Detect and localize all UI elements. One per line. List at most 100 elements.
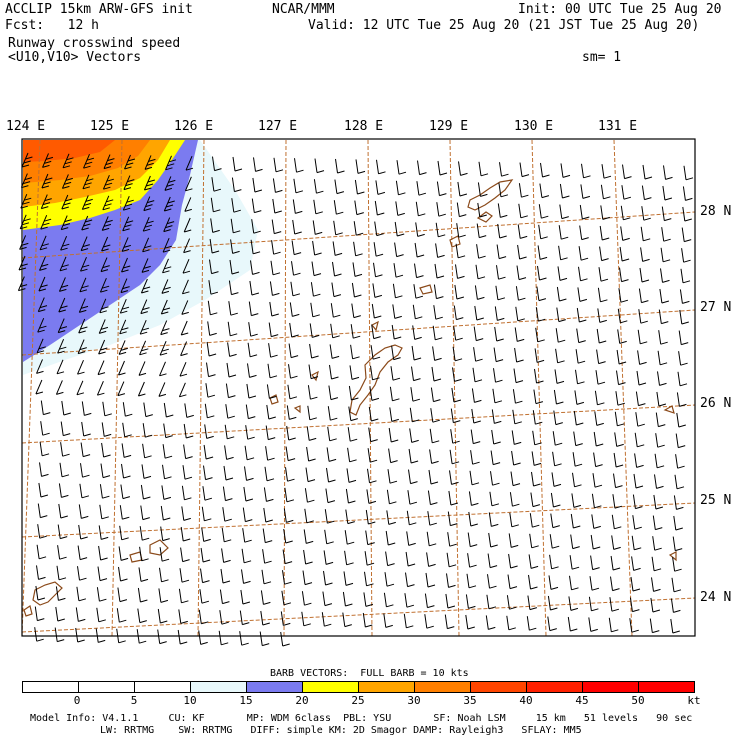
wind-barb [556,307,566,323]
legend-swatch [134,681,191,693]
wind-barb [228,301,238,316]
lon-label-128e: 128 E [344,119,384,134]
wind-barb [579,225,589,241]
wind-barb [263,487,274,502]
wind-barb [322,591,333,607]
wind-barb [220,568,231,584]
wind-barb [611,514,622,530]
wind-barb [292,219,302,235]
wind-barb [61,400,71,416]
wind-barb [514,347,524,363]
wind-barb [620,205,631,221]
wind-barb [573,431,583,447]
wind-barb [388,448,398,464]
wind-barb [506,615,516,631]
wind-barb [224,445,234,460]
legend-tick-40: 40 [519,694,533,707]
vector-name: <U10,V10> Vectors [8,50,142,65]
wind-barb [101,216,113,231]
wind-barb [20,173,32,189]
wind-barb [429,428,440,444]
wind-barb [303,549,313,565]
wind-barb [227,321,238,337]
wind-barb [160,299,171,315]
wind-barb [35,379,44,395]
wind-barb [98,319,109,334]
wind-barb [670,598,681,613]
wind-barb [367,448,378,463]
wind-barb [370,345,381,360]
wind-barb [414,263,424,279]
wind-barb [511,430,522,445]
wind-barb [619,267,629,283]
wind-barb [304,488,315,503]
wind-barb [60,442,70,457]
wind-barb [210,218,220,233]
legend-tick-50: 50 [631,694,645,707]
institution: NCAR/MMM [272,2,335,17]
wind-barb [682,186,693,201]
wind-barb [569,575,579,591]
wind-barb [456,202,467,218]
wind-barb [60,236,70,251]
wind-barb [491,409,502,424]
wind-barb [121,257,131,273]
wind-barb [571,493,582,508]
wind-barb [287,384,298,400]
wind-barb [179,362,188,377]
wind-barb [288,343,299,359]
wind-barb [637,350,647,365]
wind-barb [373,262,383,278]
wind-barb [477,202,487,218]
wind-barb [614,432,624,447]
wind-barb [77,360,85,375]
wind-barb [61,194,73,210]
wind-barb [221,548,231,563]
wind-barb [331,282,342,298]
wind-barb [267,363,278,379]
wind-barb [248,301,259,317]
wind-barb [517,224,528,239]
wind-barb [676,392,687,407]
wind-barb [539,183,550,199]
wind-barb [100,257,110,273]
wind-barb [75,627,85,643]
wind-barb [362,612,373,628]
wind-barb [313,199,323,215]
wind-barb [302,570,313,586]
wind-barb [485,615,496,630]
wind-barb [37,318,47,333]
wind-barb [678,330,689,346]
wind-barb [532,410,543,425]
wind-barb [519,162,530,178]
lat-label-26n: 26 N [700,396,732,411]
wind-barb [76,380,85,396]
wind-barb [58,277,69,292]
wind-barb [535,327,545,343]
wind-barb [96,381,105,396]
wind-barb [223,465,234,481]
lat-label-25n: 25 N [700,493,732,508]
wind-barb [682,206,692,222]
wind-barb [81,401,92,416]
wind-barb [496,244,507,260]
wind-barb [553,410,563,426]
wind-barb [621,185,632,200]
wind-barb [335,158,345,174]
wind-barb [556,286,567,302]
wind-barb [272,198,282,214]
wind-barb [660,247,671,263]
wind-barb [591,493,602,509]
wind-barb [675,433,686,449]
wind-barb [391,324,402,340]
wind-barb [449,449,460,465]
wind-barb [203,465,213,481]
valid-time: Valid: 12 UTC Tue 25 Aug 20 (21 JST Tue … [308,18,700,33]
wind-barb [428,469,439,485]
wind-barb [511,450,521,466]
wind-barb [201,527,211,542]
wind-barb [75,607,86,622]
wind-barb [411,345,422,361]
wind-barb [581,163,591,179]
wind-barb [394,221,405,237]
